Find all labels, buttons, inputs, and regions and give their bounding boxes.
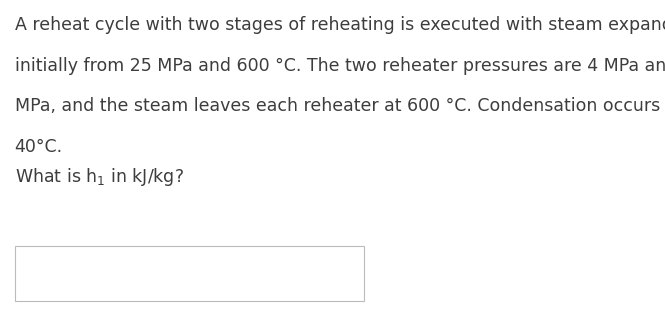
Text: A reheat cycle with two stages of reheating is executed with steam expanding: A reheat cycle with two stages of reheat… [15, 16, 665, 34]
Text: 40°C.: 40°C. [15, 138, 63, 156]
Text: What is h$_{1}$ in kJ/kg?: What is h$_{1}$ in kJ/kg? [15, 166, 184, 188]
Text: initially from 25 MPa and 600 °C. The two reheater pressures are 4 MPa and 1: initially from 25 MPa and 600 °C. The tw… [15, 57, 665, 74]
FancyBboxPatch shape [15, 246, 364, 301]
Text: MPa, and the steam leaves each reheater at 600 °C. Condensation occurs at: MPa, and the steam leaves each reheater … [15, 97, 665, 115]
